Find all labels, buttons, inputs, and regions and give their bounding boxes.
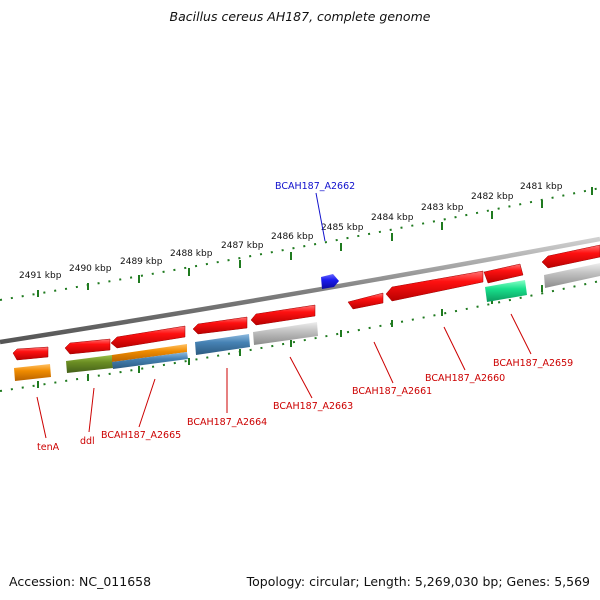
- gene-arrow-a2663[interactable]: [250, 304, 316, 326]
- gene-arrow-ddl[interactable]: [64, 338, 111, 355]
- leader-lines: [36, 313, 532, 439]
- tick-label-2488: 2488 kbp: [170, 249, 213, 259]
- cog-box-a2664[interactable]: [195, 334, 250, 355]
- tick-label-2481: 2481 kbp: [520, 182, 563, 192]
- inner-gene-track: [14, 263, 600, 381]
- gene-arrow-right-edge[interactable]: [541, 244, 600, 269]
- leader-a2659: [510, 313, 532, 355]
- gene-label-a2660: BCAH187_A2660: [425, 373, 505, 384]
- footer-accession: Accession: NC_011658: [9, 574, 152, 589]
- gene-label-a2663: BCAH187_A2663: [273, 401, 353, 412]
- major-ticks-upper: [37, 187, 593, 297]
- gene-arrow-a2660[interactable]: [385, 270, 484, 302]
- outer-gene-track: [12, 244, 600, 361]
- gene-arrow-a2659[interactable]: [483, 263, 524, 284]
- tick-label-2490: 2490 kbp: [69, 264, 112, 274]
- major-ticks-lower: [37, 285, 543, 388]
- gene-label-a2662: BCAH187_A2662: [275, 181, 355, 192]
- tick-label-2485: 2485 kbp: [321, 223, 364, 233]
- gene-arrow-a2662[interactable]: [321, 274, 339, 289]
- gene-label-a2661: BCAH187_A2661: [352, 386, 432, 397]
- leader-tenA: [36, 396, 47, 439]
- cog-box-a2665-blue[interactable]: [112, 352, 188, 369]
- cog-box-a2659[interactable]: [485, 280, 527, 302]
- leader-a2665: [138, 378, 156, 428]
- cog-box-ddl[interactable]: [66, 355, 113, 373]
- leader-a2660: [443, 326, 466, 371]
- tick-label-2482: 2482 kbp: [471, 192, 514, 202]
- leader-ddl: [88, 387, 95, 433]
- leader-a2662: [315, 192, 326, 242]
- gene-label-a2665: BCAH187_A2665: [101, 430, 181, 441]
- gene-arrow-tenA[interactable]: [12, 346, 49, 361]
- gene-label-tenA: tenA: [37, 442, 60, 453]
- genome-backbone: [0, 236, 600, 345]
- leader-a2661: [373, 341, 394, 384]
- cog-box-a2663[interactable]: [253, 322, 318, 345]
- tick-label-2489: 2489 kbp: [120, 257, 163, 267]
- tick-label-2491: 2491 kbp: [19, 271, 62, 281]
- footer-info: Topology: circular; Length: 5,269,030 bp…: [246, 574, 590, 589]
- cog-box-right-edge[interactable]: [544, 263, 600, 288]
- cog-box-a2665-orange[interactable]: [112, 344, 187, 362]
- gene-label-a2664: BCAH187_A2664: [187, 417, 267, 428]
- gene-label-a2659: BCAH187_A2659: [493, 358, 573, 369]
- tick-label-2483: 2483 kbp: [421, 203, 464, 213]
- gene-arrow-a2664[interactable]: [192, 316, 248, 335]
- page-title: Bacillus cereus AH187, complete genome: [169, 9, 431, 24]
- gene-arrow-a2665[interactable]: [110, 325, 186, 349]
- tick-label-2486: 2486 kbp: [271, 232, 314, 242]
- cog-box-tenA[interactable]: [14, 364, 51, 381]
- leader-a2663: [289, 356, 313, 399]
- gene-label-ddl: ddl: [80, 436, 95, 447]
- tick-label-2487: 2487 kbp: [221, 241, 264, 251]
- tick-label-2484: 2484 kbp: [371, 213, 414, 223]
- gene-arrow-a2661[interactable]: [347, 292, 384, 310]
